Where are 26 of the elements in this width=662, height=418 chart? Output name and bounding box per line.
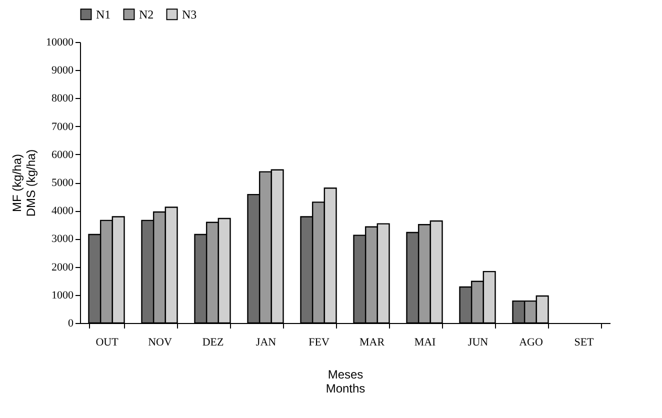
y-tick-label: 7000 [52,120,74,133]
x-tick-label: JAN [256,336,276,348]
y-tick-label: 0 [68,318,74,330]
legend-label: N3 [182,7,197,22]
x-tick-label: DEZ [202,336,224,348]
y-axis-title: MF (kg/ha) DMS (kg/ha) [10,149,38,217]
y-tick-label: 1000 [52,289,74,302]
y-tick-label: 10000 [46,36,74,48]
x-tick-label: MAI [414,336,436,348]
x-axis-title: Meses Months [326,368,366,396]
legend-label: N1 [96,7,111,22]
x-tick-label: NOV [148,336,172,348]
x-tick-label: AGO [519,336,543,348]
y-tick-label: 2000 [52,261,74,274]
y-tick-label: 9000 [52,64,74,77]
y-tick-label: 6000 [52,148,74,161]
x-tick-label: SET [574,336,594,348]
y-tick-label: 8000 [52,92,74,105]
x-tick-label: JUN [468,336,488,348]
x-tick-label: OUT [96,336,119,348]
x-tick-label: MAR [359,336,386,348]
y-tick-label: 5000 [52,177,74,189]
y-tick-label: 4000 [52,205,74,218]
y-tick-label: 3000 [52,233,74,246]
legend-label: N2 [139,7,154,22]
x-tick-label: FEV [308,336,330,348]
